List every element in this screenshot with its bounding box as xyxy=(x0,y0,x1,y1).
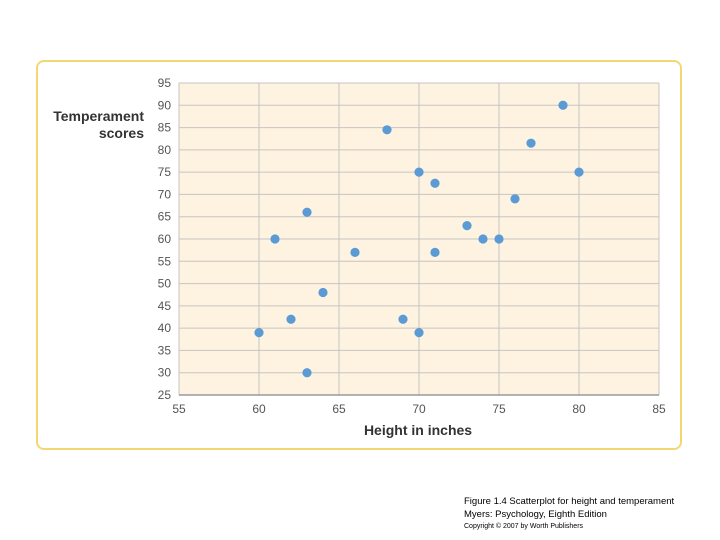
y-tick-label: 80 xyxy=(158,143,172,157)
data-point xyxy=(526,138,536,148)
y-tick-label: 35 xyxy=(158,343,172,357)
y-tick-label: 50 xyxy=(158,277,172,291)
data-point xyxy=(510,194,520,204)
y-tick-labels: 25 30 35 40 45 50 55 60 65 70 75 80 85 90 95 xyxy=(158,76,172,402)
caption-line-1: Figure 1.4 Scatterplot for height and te… xyxy=(464,496,675,507)
data-point xyxy=(398,314,408,324)
data-point xyxy=(414,167,424,177)
y-axis-label: Temperament scores xyxy=(53,108,144,141)
x-tick-label: 65 xyxy=(332,402,346,416)
data-point xyxy=(302,368,312,378)
y-tick-label: 45 xyxy=(158,299,172,313)
y-tick-label: 55 xyxy=(158,254,172,268)
grid-lines xyxy=(178,82,660,396)
y-tick-label: 30 xyxy=(158,366,172,380)
data-point xyxy=(494,234,504,244)
data-point xyxy=(558,100,568,110)
data-point xyxy=(350,247,360,257)
x-tick-label: 60 xyxy=(252,402,266,416)
data-point xyxy=(574,167,584,177)
data-point xyxy=(382,125,392,135)
x-tick-label: 55 xyxy=(172,402,186,416)
y-tick-label: 40 xyxy=(158,321,172,335)
figure-caption: Figure 1.4 Scatterplot for height and te… xyxy=(464,496,674,534)
x-tick-label: 80 xyxy=(572,402,586,416)
x-axis-label: Height in inches xyxy=(363,422,473,438)
x-tick-label: 75 xyxy=(492,402,506,416)
y-tick-label: 70 xyxy=(158,187,172,201)
caption-line-3: Copyright © 2007 by Worth Publishers xyxy=(464,523,584,530)
y-tick-label: 60 xyxy=(158,232,172,246)
data-point xyxy=(254,328,264,338)
y-tick-label: 95 xyxy=(158,76,172,90)
data-point xyxy=(430,178,440,188)
data-point xyxy=(478,234,488,244)
y-tick-label: 90 xyxy=(158,98,172,112)
data-point xyxy=(430,247,440,257)
caption-line-2: Myers: Psychology, Eighth Edition xyxy=(464,508,607,520)
y-tick-label: 65 xyxy=(158,210,172,224)
data-point xyxy=(270,234,280,244)
data-point xyxy=(318,287,328,298)
x-tick-label: 85 xyxy=(652,402,666,416)
data-point xyxy=(462,221,472,231)
x-tick-label: 70 xyxy=(412,402,426,416)
y-tick-label: 85 xyxy=(158,121,172,135)
data-points xyxy=(254,100,584,378)
data-point xyxy=(286,314,296,324)
data-point xyxy=(414,328,424,338)
data-point xyxy=(302,207,312,217)
x-tick-labels: 55 60 65 70 75 80 85 xyxy=(172,402,666,416)
y-tick-label: 25 xyxy=(158,388,172,402)
y-tick-label: 75 xyxy=(158,165,172,179)
